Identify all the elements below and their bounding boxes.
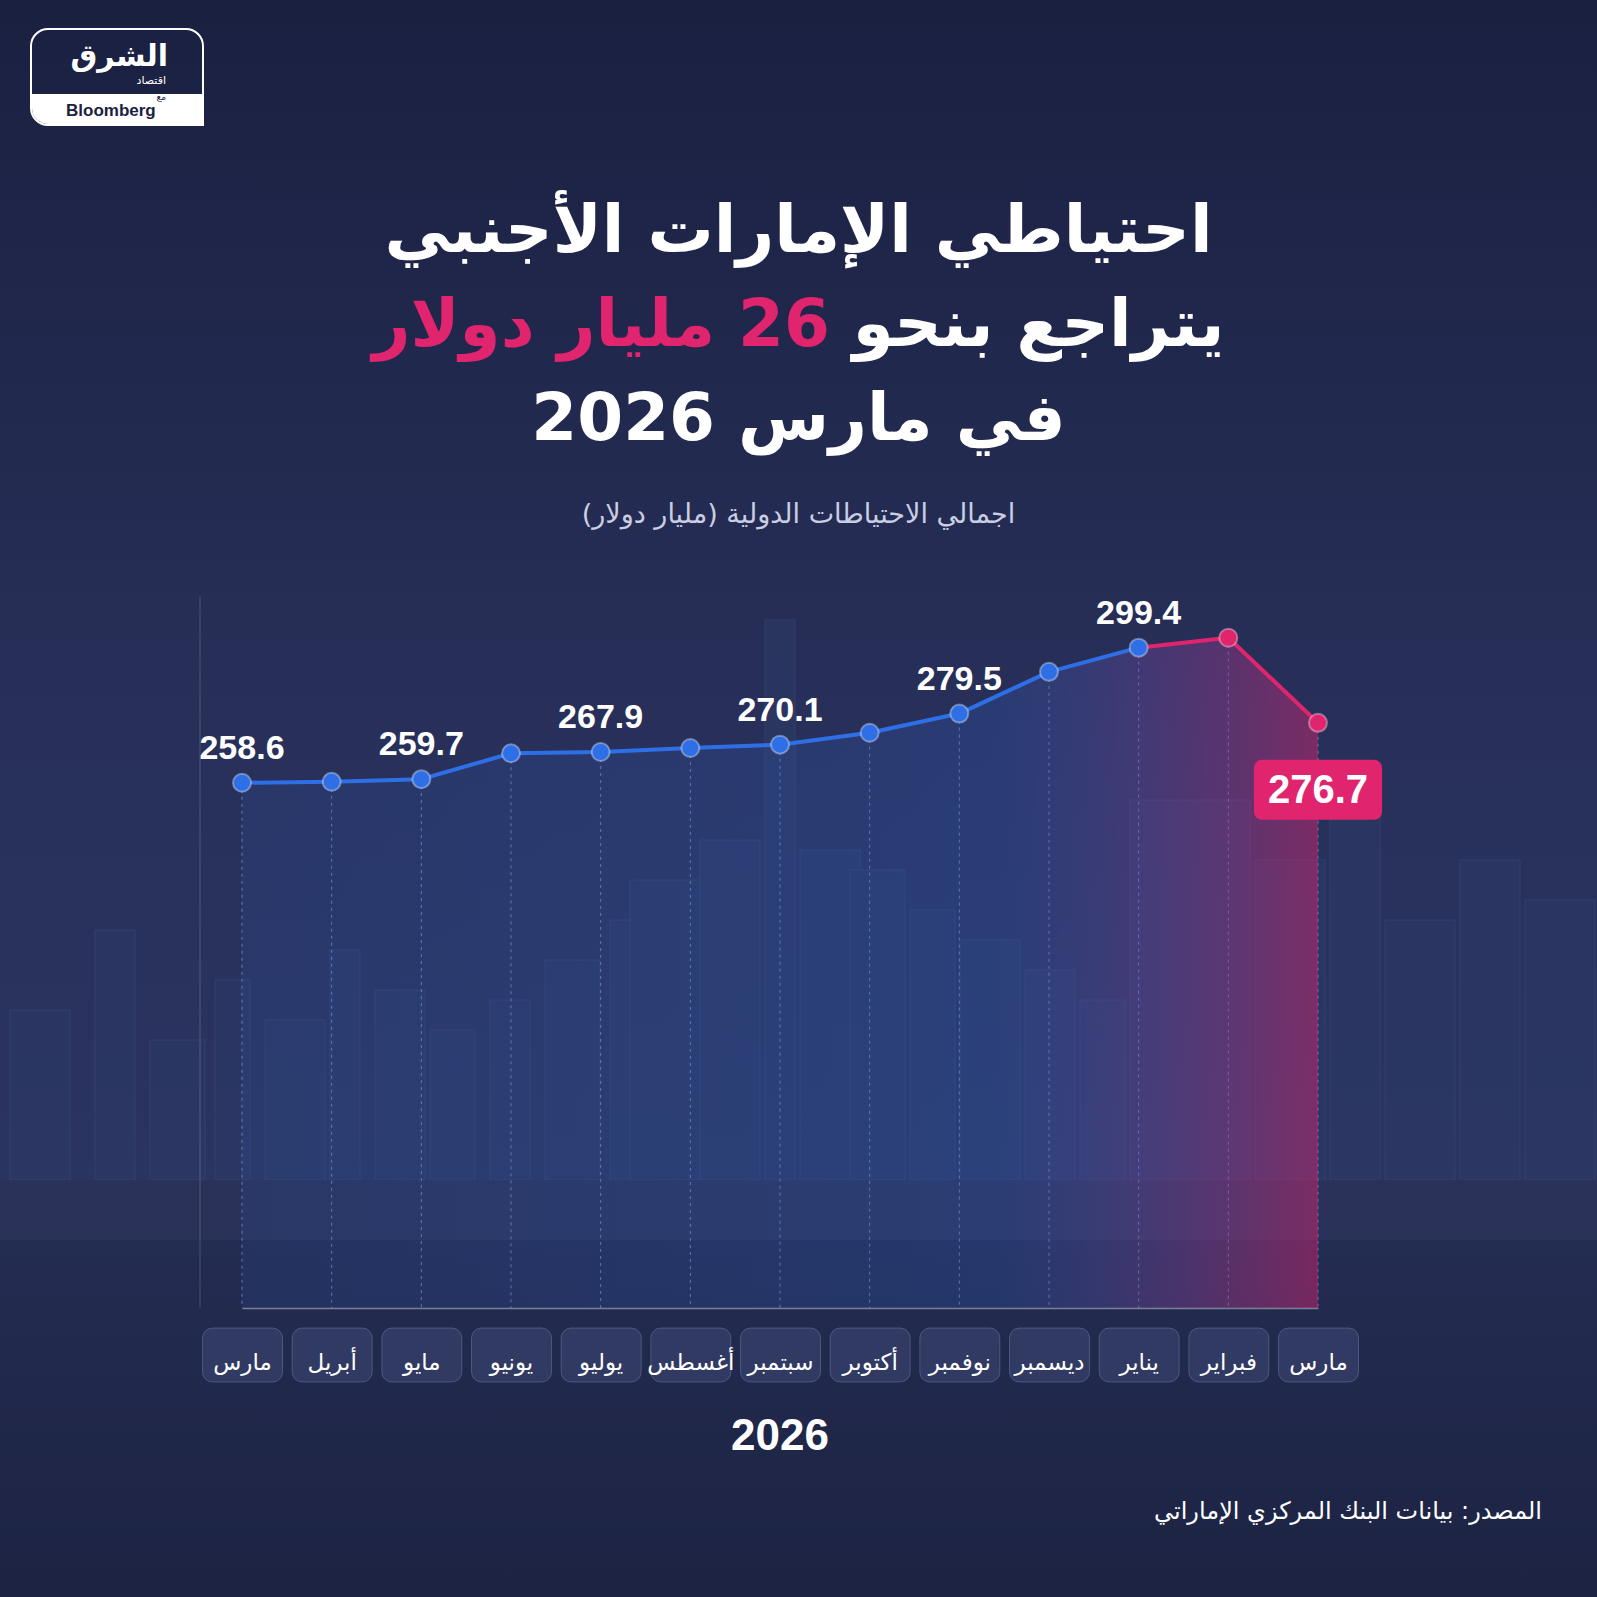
line-segment	[870, 714, 960, 733]
marker	[681, 739, 699, 757]
x-tick-label: ديسمبر	[1013, 1349, 1084, 1376]
tick-pill	[382, 1328, 462, 1382]
logo-sub: اقتصاد	[137, 74, 166, 87]
line-segment	[332, 779, 422, 782]
x-tick: مايو	[382, 1308, 462, 1382]
x-tick: نوفمبر	[920, 1308, 1000, 1382]
x-tick: أبريل	[292, 1308, 372, 1382]
building	[1460, 860, 1520, 1180]
marker	[950, 705, 968, 723]
x-axis-title: 2026	[731, 1410, 829, 1459]
x-tick-label: مارس	[213, 1349, 272, 1376]
building	[95, 930, 135, 1180]
data-labels: 258.6 259.7 267.9 270.1 279.5 299.4 276.7	[199, 593, 1382, 820]
tick-pill	[830, 1328, 910, 1382]
x-tick: ديسمبر	[1010, 1308, 1090, 1382]
title-line: احتياطي الإمارات الأجنبي	[0, 183, 1597, 277]
logo: الشرقاقتصادمعBloomberg	[30, 28, 204, 126]
line-segment	[1228, 638, 1318, 723]
x-tick: يونيو	[472, 1308, 552, 1382]
tick-pill	[1279, 1328, 1359, 1382]
x-tick-label: مايو	[402, 1349, 441, 1376]
tick-pill	[561, 1328, 641, 1382]
title: احتياطي الإمارات الأجنبييتراجع بنحو 26 م…	[0, 183, 1597, 465]
data-label: 270.1	[737, 690, 822, 728]
data-label: 299.4	[1096, 593, 1181, 631]
x-tick: أغسطس	[647, 1308, 734, 1382]
x-tick-label: يونيو	[489, 1349, 534, 1376]
x-axis-line	[243, 1308, 1319, 1310]
x-tick-label: يوليو	[578, 1349, 623, 1376]
data-label: 276.7	[1268, 767, 1368, 811]
x-tick: سبتمبر	[741, 1308, 821, 1382]
background	[0, 0, 1597, 1597]
x-axis: مارس أبريل مايو يونيو يوليو أغسطس سبتمبر أكتوبر…	[203, 1308, 1359, 1382]
line-segment	[511, 752, 601, 753]
tick-pill	[472, 1328, 552, 1382]
tick-pill	[920, 1328, 1000, 1382]
building	[1385, 920, 1455, 1180]
marker	[1309, 714, 1327, 732]
x-tick-label: أغسطس	[647, 1347, 734, 1376]
marker	[592, 743, 610, 761]
data-label: 267.9	[558, 697, 643, 735]
x-tick: مارس	[1279, 1308, 1359, 1382]
line-segment	[242, 780, 332, 785]
data-label: 279.5	[917, 659, 1002, 697]
line-segment	[690, 745, 780, 748]
building	[10, 1010, 70, 1180]
plot-area	[233, 629, 1327, 1308]
x-tick-label: فبراير	[1200, 1349, 1257, 1376]
y-axis-line	[200, 596, 201, 1308]
marker	[1040, 663, 1058, 681]
tick-pill	[292, 1328, 372, 1382]
marker	[1130, 639, 1148, 657]
area	[242, 638, 1318, 1308]
logo-name: الشرق	[70, 38, 168, 73]
highlight-label: 276.7	[1254, 760, 1382, 820]
x-tick: يناير	[1099, 1308, 1179, 1382]
title-line: في مارس 2026	[0, 371, 1597, 465]
x-tick-label: يناير	[1118, 1349, 1158, 1376]
logo-bottom: معBloomberg	[32, 94, 202, 124]
tick-pill	[1189, 1328, 1269, 1382]
marker	[771, 736, 789, 754]
marker	[323, 773, 341, 791]
building	[1525, 900, 1595, 1180]
marker	[233, 774, 251, 792]
tick-pill	[1010, 1328, 1090, 1382]
logo-with: مع	[156, 92, 166, 102]
building	[150, 1040, 205, 1180]
line-segment	[1049, 648, 1139, 672]
data-label-box	[1254, 760, 1382, 820]
subtitle: اجمالي الاحتياطات الدولية (مليار دولار)	[0, 498, 1597, 529]
x-tick-label: أبريل	[308, 1347, 357, 1376]
data-label: 258.6	[199, 728, 284, 766]
tick-pill	[1099, 1328, 1179, 1382]
x-tick-label: سبتمبر	[746, 1349, 813, 1376]
line-segment	[780, 733, 870, 745]
x-tick: يوليو	[561, 1308, 641, 1382]
x-tick: أكتوبر	[830, 1308, 910, 1382]
logo-partner: Bloomberg	[66, 101, 156, 121]
line-segment	[1139, 638, 1229, 648]
data-label: 259.7	[379, 724, 464, 762]
tick-pill	[741, 1328, 821, 1382]
marker	[502, 744, 520, 762]
marker	[1219, 629, 1237, 647]
marker	[412, 770, 430, 788]
line-segment	[601, 748, 691, 752]
marker	[861, 724, 879, 742]
x-tick: مارس	[203, 1308, 283, 1382]
title-line: يتراجع بنحو 26 مليار دولار	[0, 277, 1597, 371]
x-tick-label: أكتوبر	[842, 1347, 898, 1376]
logo-top: الشرقاقتصاد	[32, 30, 202, 94]
tick-pill	[203, 1328, 283, 1382]
source: المصدر: بيانات البنك المركزي الإماراتي	[1154, 1497, 1542, 1525]
x-tick-label: نوفمبر	[928, 1349, 991, 1376]
x-tick-label: مارس	[1289, 1349, 1348, 1376]
building	[1330, 800, 1380, 1180]
x-tick: فبراير	[1189, 1308, 1269, 1382]
